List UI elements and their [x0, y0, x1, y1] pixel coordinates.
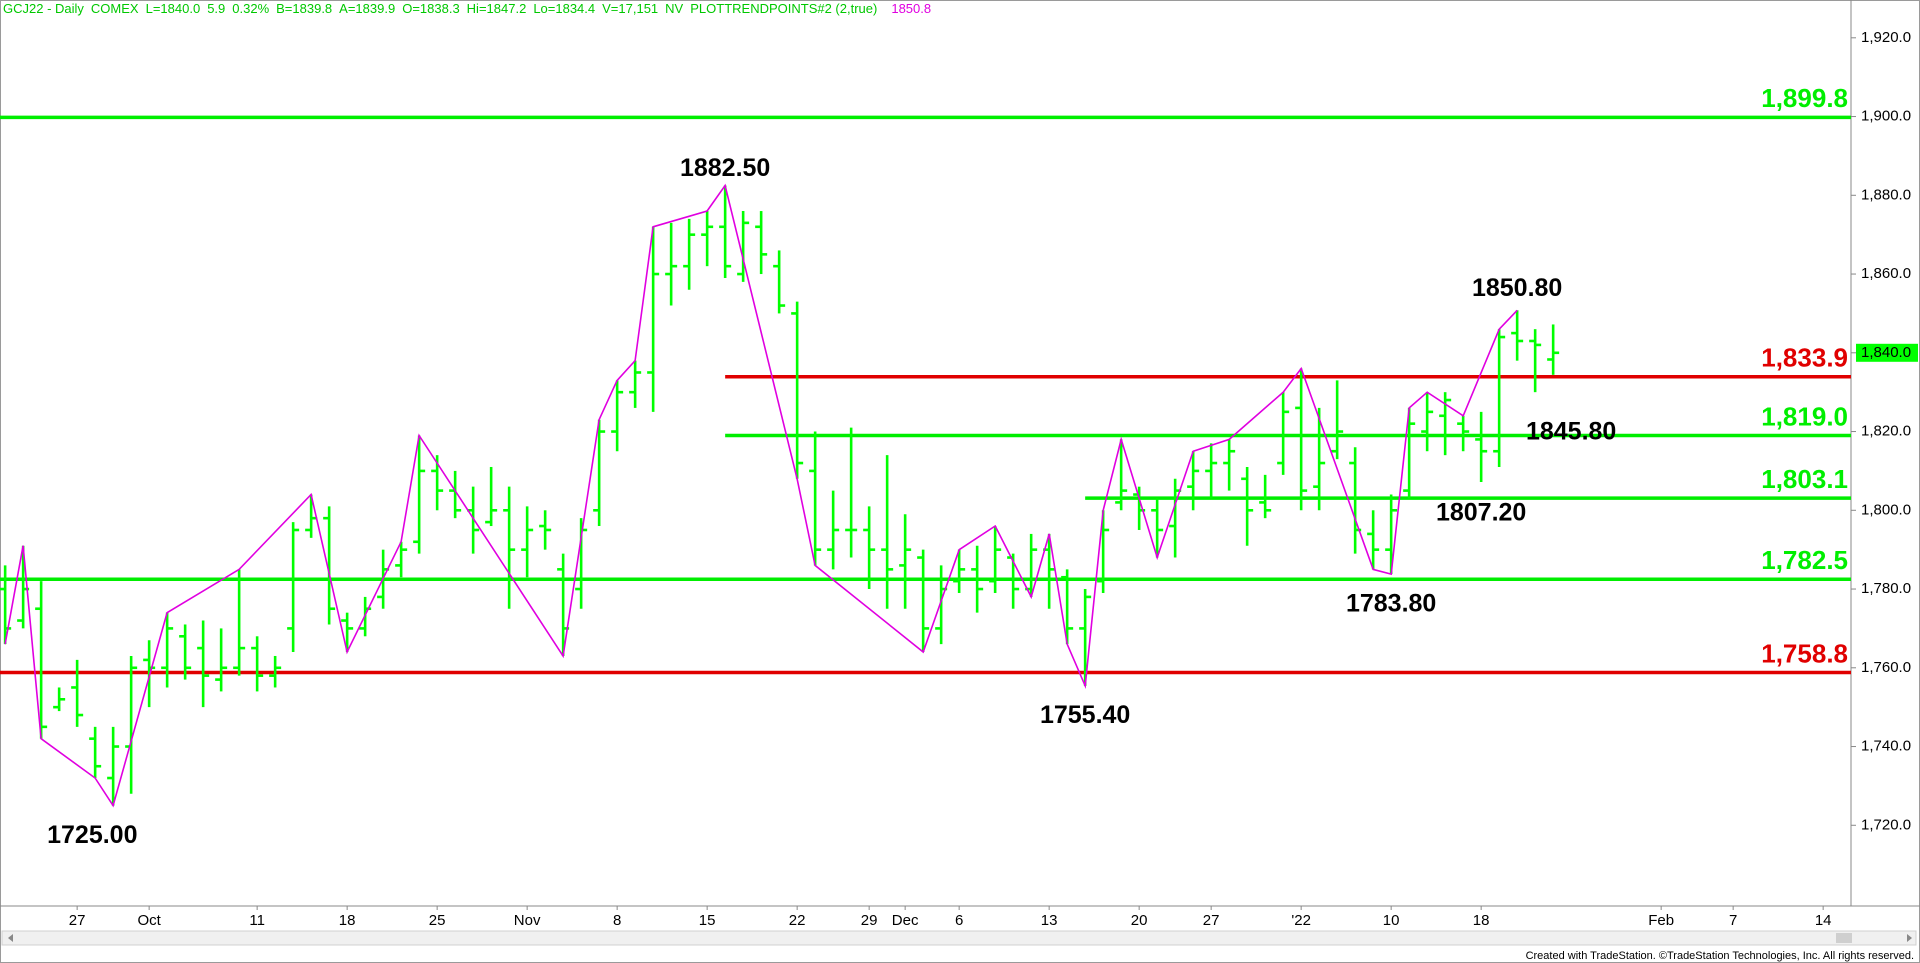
y-tick-label: 1,860.0	[1861, 265, 1911, 282]
header-item: A=1839.9	[339, 1, 395, 16]
x-tick-label: '22	[1291, 912, 1311, 929]
x-tick-label: 11	[249, 912, 265, 929]
last-price-label: 1,840.0	[1861, 344, 1911, 361]
y-tick-label: 1,800.0	[1861, 501, 1911, 518]
x-tick-label: Nov	[514, 912, 541, 929]
y-tick-label: 1,740.0	[1861, 738, 1911, 755]
y-tick-label: 1,880.0	[1861, 186, 1911, 203]
x-tick-label: 14	[1815, 912, 1832, 929]
header-item: 5.9	[207, 1, 225, 16]
y-tick-label: 1,780.0	[1861, 580, 1911, 597]
x-tick-label: 22	[789, 912, 806, 929]
y-tick-label: 1,760.0	[1861, 659, 1911, 676]
header: GCJ22 - Daily COMEX L=1840.0 5.9 0.32% B=1839…	[3, 1, 931, 16]
x-tick-label: 25	[429, 912, 446, 929]
header-item: PLOTTRENDPOINTS#2 (2,true)	[690, 1, 877, 16]
x-tick-label: 27	[69, 912, 86, 929]
level-label: 1,782.5	[1761, 545, 1848, 575]
swing-label: 1783.80	[1346, 589, 1436, 617]
swing-label: 1807.20	[1436, 498, 1526, 526]
x-tick-label: 15	[699, 912, 716, 929]
scroll-right[interactable]	[1907, 934, 1912, 942]
last-price-box	[1856, 343, 1918, 362]
header-item: V=17,151	[602, 1, 658, 16]
swing-label: 1845.80	[1526, 417, 1616, 445]
x-tick-label: 13	[1041, 912, 1058, 929]
header-item: Hi=1847.2	[467, 1, 527, 16]
y-tick-label: 1,920.0	[1861, 29, 1911, 46]
header-item: 1850.8	[891, 1, 931, 16]
x-tick-label: 18	[1473, 912, 1490, 929]
swing-label: 1882.50	[680, 154, 770, 182]
header-item: COMEX	[91, 1, 139, 16]
x-tick-label: 6	[955, 912, 963, 929]
x-tick-label: Dec	[892, 912, 919, 929]
x-tick-label: 20	[1131, 912, 1148, 929]
swing-label: 1755.40	[1040, 701, 1130, 729]
swing-label: 1725.00	[47, 821, 137, 849]
scroll-left[interactable]	[8, 934, 13, 942]
y-tick-label: 1,720.0	[1861, 816, 1911, 833]
footer: Created with TradeStation. ©TradeStation…	[1526, 950, 1914, 962]
x-tick-label: 7	[1729, 912, 1737, 929]
scrollbar[interactable]	[1, 930, 1917, 946]
header-item: O=1838.3	[402, 1, 459, 16]
y-tick-label: 1,900.0	[1861, 108, 1911, 125]
level-label: 1,758.8	[1761, 638, 1848, 668]
x-tick-label: 8	[613, 912, 621, 929]
x-tick-label: 29	[861, 912, 878, 929]
header-item: GCJ22 - Daily	[3, 1, 84, 16]
header-item: Lo=1834.4	[533, 1, 595, 16]
x-tick-label: Oct	[137, 912, 161, 929]
x-tick-label: 27	[1203, 912, 1220, 929]
swing-label: 1850.80	[1472, 274, 1562, 302]
header-item: 0.32%	[232, 1, 269, 16]
level-label: 1,819.0	[1761, 401, 1848, 431]
x-tick-label: 18	[339, 912, 356, 929]
level-label: 1,803.1	[1761, 464, 1848, 494]
scroll-thumb[interactable]	[1836, 933, 1852, 943]
level-label: 1,899.8	[1761, 83, 1848, 113]
y-tick-label: 1,820.0	[1861, 423, 1911, 440]
x-tick-label: 10	[1383, 912, 1400, 929]
header-item: NV	[665, 1, 683, 16]
x-tick-label: Feb	[1648, 912, 1674, 929]
level-label: 1,833.9	[1761, 343, 1848, 373]
header-item: L=1840.0	[146, 1, 201, 16]
header-item: B=1839.8	[276, 1, 332, 16]
trend-line	[4, 183, 1518, 808]
